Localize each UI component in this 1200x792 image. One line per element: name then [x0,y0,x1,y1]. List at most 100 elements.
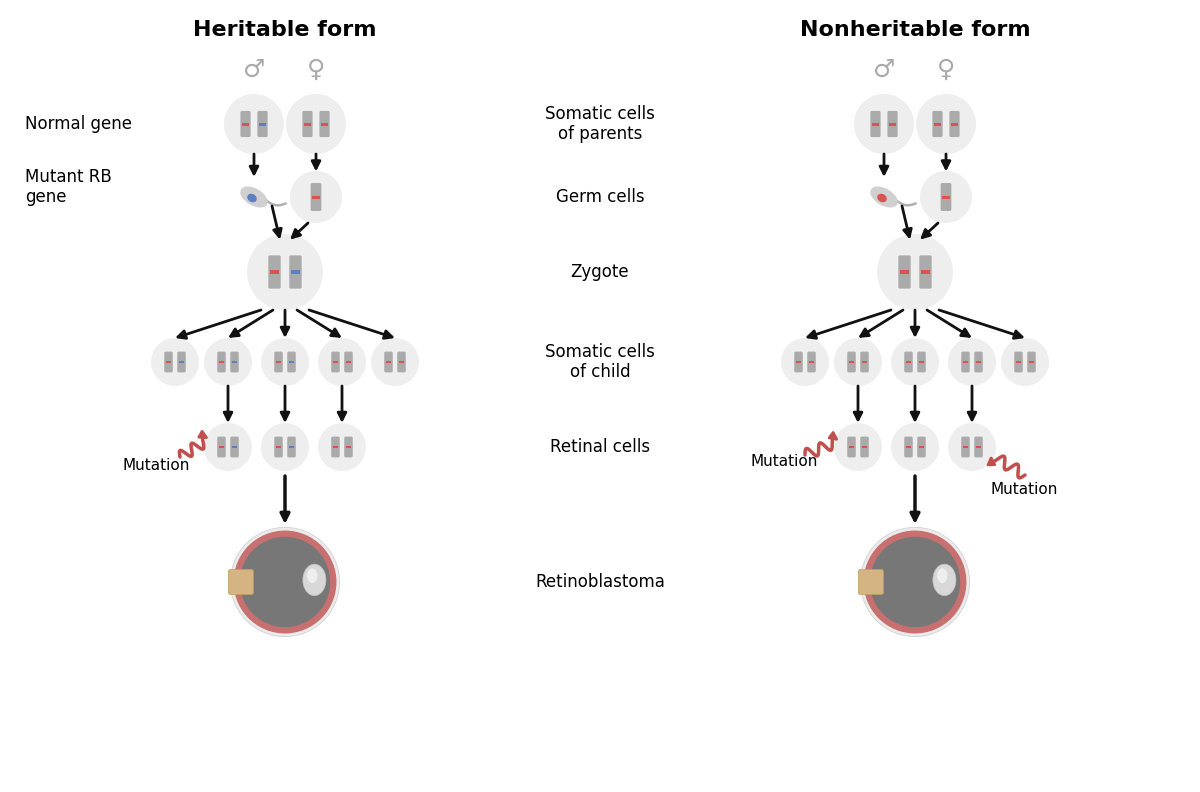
Circle shape [347,360,350,364]
Circle shape [290,171,342,223]
Circle shape [277,360,281,364]
FancyBboxPatch shape [287,436,295,448]
FancyBboxPatch shape [344,446,353,458]
Circle shape [850,360,853,364]
FancyBboxPatch shape [230,352,239,363]
FancyBboxPatch shape [794,361,803,372]
Text: Mutation: Mutation [990,482,1057,497]
Circle shape [916,94,976,154]
Ellipse shape [307,569,318,583]
FancyBboxPatch shape [847,446,856,458]
Circle shape [204,338,252,386]
Circle shape [890,122,895,127]
FancyBboxPatch shape [178,361,186,372]
Bar [320,123,328,126]
Circle shape [863,445,866,449]
FancyBboxPatch shape [847,361,856,372]
Circle shape [277,445,281,449]
Bar [920,270,930,274]
Bar [290,270,300,274]
Bar [218,446,224,448]
FancyBboxPatch shape [302,123,312,137]
FancyBboxPatch shape [941,183,952,198]
Text: Mutation: Mutation [750,455,817,470]
Text: ♀: ♀ [937,58,955,82]
Ellipse shape [870,186,898,208]
Bar [796,361,802,364]
Bar [1028,361,1034,364]
Circle shape [318,338,366,386]
FancyBboxPatch shape [1014,361,1022,372]
FancyBboxPatch shape [860,361,869,372]
Circle shape [860,527,970,637]
FancyBboxPatch shape [397,352,406,363]
Bar [232,446,238,448]
Circle shape [233,360,236,364]
Circle shape [386,360,390,364]
FancyBboxPatch shape [164,361,173,372]
FancyBboxPatch shape [269,255,281,272]
FancyBboxPatch shape [1014,352,1022,363]
FancyBboxPatch shape [384,352,392,363]
Circle shape [874,122,878,127]
FancyBboxPatch shape [949,111,960,125]
Ellipse shape [302,564,326,596]
Circle shape [318,423,366,471]
Bar [289,446,294,448]
Bar [950,123,958,126]
Circle shape [1016,360,1020,364]
Text: Somatic cells
of child: Somatic cells of child [545,343,655,382]
Circle shape [1001,338,1049,386]
FancyBboxPatch shape [919,255,931,272]
FancyBboxPatch shape [858,569,883,595]
Text: Retinal cells: Retinal cells [550,438,650,456]
FancyBboxPatch shape [287,361,295,372]
Bar [242,123,250,126]
Circle shape [834,338,882,386]
Bar [809,361,815,364]
FancyBboxPatch shape [240,123,251,137]
FancyBboxPatch shape [275,352,283,363]
Text: Normal gene: Normal gene [25,115,132,133]
FancyBboxPatch shape [228,569,253,595]
Circle shape [890,423,940,471]
FancyBboxPatch shape [258,123,268,137]
Text: Mutant RB
gene: Mutant RB gene [25,168,112,207]
Bar [289,361,294,364]
Bar [848,361,854,364]
FancyBboxPatch shape [961,446,970,458]
Circle shape [964,360,967,364]
Circle shape [870,537,960,627]
FancyBboxPatch shape [344,361,353,372]
FancyBboxPatch shape [917,436,925,448]
Bar [1015,361,1021,364]
FancyBboxPatch shape [311,196,322,211]
Circle shape [890,338,940,386]
Bar [900,270,910,274]
Circle shape [1030,360,1033,364]
FancyBboxPatch shape [974,446,983,458]
Circle shape [400,360,403,364]
Bar [906,361,911,364]
Text: Heritable form: Heritable form [193,20,377,40]
Circle shape [781,338,829,386]
Circle shape [907,445,911,449]
FancyBboxPatch shape [344,436,353,448]
Circle shape [901,269,907,275]
FancyBboxPatch shape [870,111,881,125]
FancyBboxPatch shape [917,361,925,372]
FancyBboxPatch shape [888,123,898,137]
FancyBboxPatch shape [905,361,913,372]
Bar [232,361,238,364]
FancyBboxPatch shape [847,436,856,448]
Bar [218,361,224,364]
Bar [942,196,950,199]
Circle shape [271,269,277,275]
FancyBboxPatch shape [331,446,340,458]
FancyBboxPatch shape [899,271,911,288]
Circle shape [919,445,923,449]
FancyBboxPatch shape [230,361,239,372]
Bar [276,446,281,448]
Circle shape [244,122,248,127]
FancyBboxPatch shape [331,361,340,372]
